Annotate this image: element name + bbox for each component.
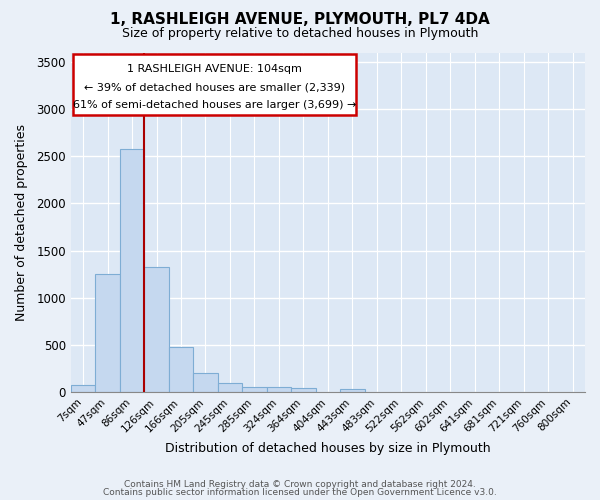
Text: ← 39% of detached houses are smaller (2,339): ← 39% of detached houses are smaller (2,… xyxy=(84,82,346,92)
Bar xyxy=(71,385,95,392)
X-axis label: Distribution of detached houses by size in Plymouth: Distribution of detached houses by size … xyxy=(165,442,491,455)
Text: Contains HM Land Registry data © Crown copyright and database right 2024.: Contains HM Land Registry data © Crown c… xyxy=(124,480,476,489)
Bar xyxy=(120,148,144,392)
Bar xyxy=(193,373,218,392)
Bar xyxy=(144,266,169,392)
Text: Size of property relative to detached houses in Plymouth: Size of property relative to detached ho… xyxy=(122,28,478,40)
Text: 1, RASHLEIGH AVENUE, PLYMOUTH, PL7 4DA: 1, RASHLEIGH AVENUE, PLYMOUTH, PL7 4DA xyxy=(110,12,490,28)
Bar xyxy=(242,387,266,392)
Text: 1 RASHLEIGH AVENUE: 104sqm: 1 RASHLEIGH AVENUE: 104sqm xyxy=(127,64,302,74)
Y-axis label: Number of detached properties: Number of detached properties xyxy=(15,124,28,320)
FancyBboxPatch shape xyxy=(73,54,356,116)
Bar xyxy=(291,388,316,392)
Text: Contains public sector information licensed under the Open Government Licence v3: Contains public sector information licen… xyxy=(103,488,497,497)
Bar xyxy=(340,388,365,392)
Bar xyxy=(169,346,193,392)
Bar xyxy=(218,382,242,392)
Bar xyxy=(266,387,291,392)
Text: 61% of semi-detached houses are larger (3,699) →: 61% of semi-detached houses are larger (… xyxy=(73,100,356,110)
Bar xyxy=(95,274,120,392)
